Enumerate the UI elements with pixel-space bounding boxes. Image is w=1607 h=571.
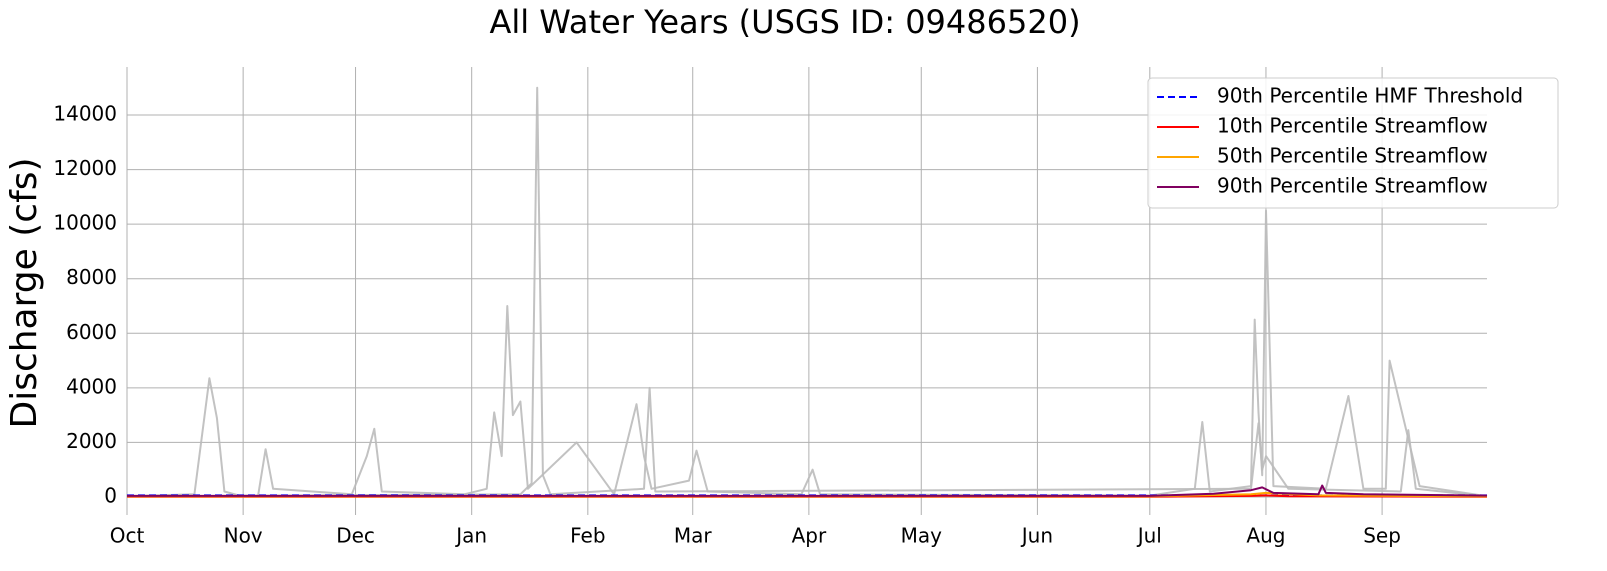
series-line	[127, 484, 1488, 497]
y-axis-label: Discharge (cfs)	[4, 157, 45, 428]
plot-lines	[126, 86, 1488, 498]
legend-label: 10th Percentile Streamflow	[1217, 114, 1488, 138]
y-tick-label: 6000	[66, 320, 117, 344]
legend-box	[1147, 77, 1559, 209]
y-tick-label: 0	[104, 483, 117, 507]
legend: 90th Percentile HMF Threshold 10th Percen…	[1147, 77, 1559, 209]
x-tick-label: Jun	[1020, 524, 1053, 548]
y-tick-label: 12000	[53, 156, 117, 180]
x-tick-label: May	[901, 524, 943, 548]
grid: 0 2000 4000 6000 8000 10000 12000 14000 Oct Nov De…	[53, 67, 1487, 548]
water-year-line	[126, 209, 1488, 498]
x-tick-label: Apr	[792, 524, 827, 548]
x-tick-label: Jan	[454, 524, 487, 548]
x-tick-label: Oct	[110, 524, 145, 548]
legend-label: 90th Percentile HMF Threshold	[1217, 84, 1523, 108]
y-tick-label: 8000	[66, 265, 117, 289]
x-tick-label: Aug	[1246, 524, 1285, 548]
x-tick-label: Sep	[1363, 524, 1401, 548]
water-year-line	[126, 86, 1488, 498]
x-tick-label: Jul	[1136, 524, 1162, 548]
y-tick-label: 4000	[66, 374, 117, 398]
legend-label: 90th Percentile Streamflow	[1217, 174, 1488, 198]
x-tick-label: Nov	[224, 524, 263, 548]
x-tick-label: Mar	[674, 524, 713, 548]
x-tick-label: Dec	[336, 524, 375, 548]
y-tick-label: 14000	[53, 102, 117, 126]
legend-label: 50th Percentile Streamflow	[1217, 144, 1488, 168]
x-tick-label: Feb	[570, 524, 605, 548]
chart-title: All Water Years (USGS ID: 09486520)	[489, 3, 1080, 41]
y-tick-label: 10000	[53, 211, 117, 235]
y-tick-label: 2000	[66, 429, 117, 453]
